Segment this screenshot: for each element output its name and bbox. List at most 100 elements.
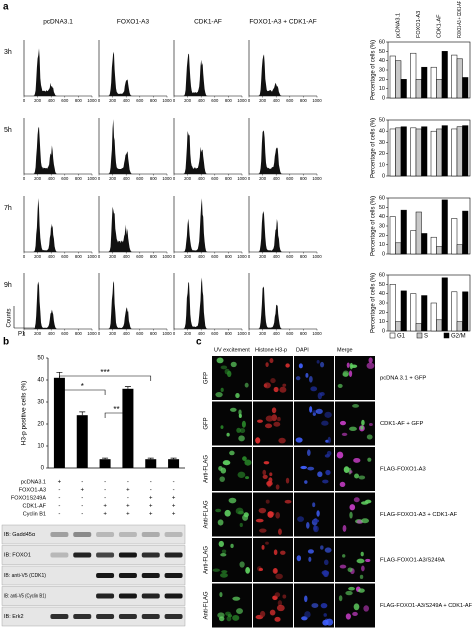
x-tick-label: 0 xyxy=(23,331,26,336)
x-tick-label: 600 xyxy=(61,331,69,336)
bar xyxy=(456,58,463,99)
bar xyxy=(430,130,437,177)
x-tick-label: 0 xyxy=(248,176,251,181)
column-header: FOXO1-A3 xyxy=(117,19,150,26)
cell xyxy=(267,511,274,518)
blot-strip xyxy=(1,565,186,586)
treatment-sign: - xyxy=(58,512,60,518)
x-tick-label: 1000 xyxy=(87,331,97,336)
column-header: pcDNA3.1 xyxy=(396,13,402,38)
y-axis-label: Percentage of cells (%) xyxy=(371,196,377,256)
x-tick-label: 200 xyxy=(259,98,267,103)
cell xyxy=(327,436,331,444)
cell xyxy=(304,595,308,603)
treatment-sign: - xyxy=(104,480,106,486)
x-tick-label: 400 xyxy=(48,331,56,336)
cell xyxy=(361,518,370,524)
column-header: CDK1-AF xyxy=(194,19,222,26)
cell xyxy=(366,362,375,369)
time-label: 9h xyxy=(4,282,12,289)
treatment-sign: + xyxy=(58,480,62,486)
cell xyxy=(337,383,343,388)
column-header: FOXO1-A3 xyxy=(416,11,422,38)
bar xyxy=(415,128,422,177)
cell xyxy=(226,432,230,437)
axis-arrow xyxy=(13,306,34,329)
cell xyxy=(316,360,320,364)
treatment-sign: - xyxy=(81,496,83,502)
x-tick-label: 800 xyxy=(75,98,83,103)
cell xyxy=(368,357,373,364)
cell xyxy=(353,457,361,463)
bar xyxy=(462,77,469,99)
histogram xyxy=(174,53,242,96)
cell xyxy=(235,393,240,399)
histogram xyxy=(99,281,167,329)
x-tick-label: 400 xyxy=(123,254,131,259)
cell xyxy=(300,465,308,470)
bar xyxy=(441,51,448,99)
y-tick-label: 60 xyxy=(379,272,385,278)
treatment-sign: + xyxy=(126,504,130,510)
y-tick-label: 30 xyxy=(37,400,44,406)
cell xyxy=(305,373,309,378)
x-tick-label: 800 xyxy=(225,98,233,103)
bar xyxy=(410,230,417,255)
bar xyxy=(441,277,448,332)
y-tick-label: 40 xyxy=(379,58,385,64)
x-tick-label: 1000 xyxy=(237,176,247,181)
treatment-sign: - xyxy=(173,480,175,486)
x-tick-label: 400 xyxy=(198,254,206,259)
bar xyxy=(400,126,407,177)
y-tick-label: 20 xyxy=(379,233,385,239)
y-tick-label: 50 xyxy=(379,282,385,288)
cell xyxy=(245,476,250,480)
error-bar xyxy=(124,386,131,389)
x-tick-label: 800 xyxy=(300,176,308,181)
x-tick-label: 400 xyxy=(123,331,131,336)
time-label: 5h xyxy=(4,127,12,134)
x-tick-label: 600 xyxy=(211,176,219,181)
condition-box xyxy=(376,447,473,491)
cell xyxy=(353,603,360,611)
cell xyxy=(304,480,308,484)
cell xyxy=(232,596,241,601)
cell xyxy=(359,574,364,579)
x-tick-label: 400 xyxy=(273,254,281,259)
cell xyxy=(263,461,270,465)
treatment-sign: - xyxy=(104,496,106,502)
row-stain-label: Anti-FLAG xyxy=(204,591,210,619)
treatment-sign: + xyxy=(103,504,107,510)
histogram-axes xyxy=(248,40,317,97)
cell xyxy=(238,435,245,442)
x-tick-label: 1000 xyxy=(312,254,322,259)
micrograph xyxy=(253,538,293,582)
blot-label: IB: anti-V5 (CDK1) xyxy=(4,573,46,579)
cell xyxy=(269,472,273,477)
cell xyxy=(324,411,332,418)
histogram xyxy=(174,131,242,174)
bar xyxy=(395,242,402,255)
cell xyxy=(226,616,232,622)
treatment-sign: + xyxy=(149,504,153,510)
cell xyxy=(349,362,353,370)
x-tick-label: 200 xyxy=(34,254,42,259)
cell xyxy=(322,479,329,484)
cell xyxy=(270,377,276,384)
x-tick-label: 400 xyxy=(198,176,206,181)
error-bar xyxy=(79,411,86,416)
blot-strip xyxy=(1,606,186,627)
x-tick-label: 800 xyxy=(225,254,233,259)
x-tick-label: 800 xyxy=(300,331,308,336)
cell xyxy=(308,556,312,562)
x-tick-label: 400 xyxy=(273,331,281,336)
bar xyxy=(456,126,463,177)
cell xyxy=(239,522,243,528)
x-tick-label: 200 xyxy=(34,331,42,336)
treatment-sign: - xyxy=(81,480,83,486)
bar xyxy=(389,216,396,255)
cell xyxy=(230,361,237,368)
cell xyxy=(221,549,227,554)
cell xyxy=(348,586,355,591)
bar xyxy=(410,127,417,177)
